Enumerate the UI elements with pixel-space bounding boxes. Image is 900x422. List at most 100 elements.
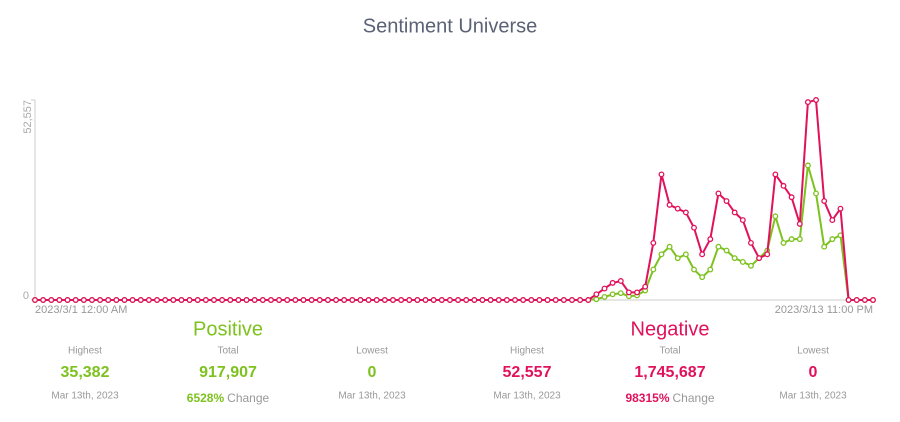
data-point: [569, 297, 575, 303]
data-point: [634, 289, 641, 296]
stat-label: Highest: [510, 346, 544, 357]
data-point: [357, 297, 364, 303]
data-point: [821, 243, 828, 250]
data-point: [349, 297, 356, 303]
data-point: [276, 297, 283, 303]
stat-date: Mar 13th, 2023: [338, 391, 406, 402]
data-point: [64, 297, 71, 303]
data-point: [617, 278, 624, 284]
data-point: [813, 97, 819, 103]
data-point: [251, 297, 258, 303]
data-point: [243, 297, 250, 303]
data-point: [503, 297, 510, 303]
data-point: [691, 266, 697, 273]
data-point: [178, 297, 185, 303]
data-point: [715, 243, 722, 250]
data-point: [772, 213, 779, 220]
series-line: [35, 98, 873, 301]
data-point: [48, 297, 55, 303]
data-point: [813, 190, 819, 197]
data-point: [398, 297, 405, 303]
x-tick-label: 2023/3/13 11:00 PM: [775, 304, 873, 316]
data-point: [324, 297, 331, 303]
data-point: [748, 262, 754, 269]
data-point: [772, 171, 779, 178]
data-point: [528, 297, 535, 303]
chart-title: Sentiment Universe: [363, 15, 538, 37]
stat-label: Highest: [68, 346, 102, 357]
data-point: [235, 297, 242, 303]
data-point: [870, 297, 876, 303]
stat-change: 98315% Change: [625, 391, 714, 405]
data-point: [723, 198, 730, 205]
data-point: [723, 247, 730, 254]
change-label: Change: [673, 391, 715, 405]
data-point: [804, 162, 811, 169]
data-point: [674, 205, 681, 212]
data-point: [72, 297, 79, 303]
data-point: [658, 251, 665, 258]
data-point: [593, 291, 600, 298]
data-point: [625, 289, 632, 296]
data-point: [162, 297, 169, 303]
data-point: [308, 297, 315, 303]
data-point: [821, 198, 828, 205]
data-point: [512, 297, 518, 303]
data-point: [601, 294, 608, 300]
data-point: [658, 171, 665, 178]
data-point: [585, 297, 592, 303]
data-point: [479, 297, 486, 303]
data-point: [682, 251, 689, 258]
data-point: [211, 297, 217, 303]
panel-title: Negative: [631, 318, 710, 340]
data-point: [617, 290, 624, 297]
data-point: [186, 297, 193, 303]
data-point: [707, 266, 714, 273]
data-point: [333, 297, 339, 303]
data-point: [829, 217, 836, 224]
stat-value: 917,907: [199, 364, 257, 381]
data-point: [666, 243, 673, 250]
data-point: [365, 297, 372, 303]
data-point: [577, 297, 584, 303]
data-point: [788, 194, 795, 201]
data-point: [487, 297, 494, 303]
data-point: [80, 297, 87, 303]
data-point: [609, 279, 616, 286]
stat-date: Mar 13th, 2023: [779, 391, 847, 402]
data-point: [642, 283, 649, 290]
data-point: [259, 297, 266, 303]
data-point: [544, 297, 551, 303]
panel-title: Positive: [193, 318, 263, 340]
data-point: [715, 190, 722, 197]
data-point: [699, 274, 706, 281]
y-tick-label: 0: [23, 290, 29, 302]
data-point: [194, 297, 201, 303]
data-point: [593, 296, 600, 303]
stat-label: Lowest: [356, 346, 388, 357]
data-point: [601, 285, 608, 292]
data-point: [471, 297, 478, 303]
data-point: [113, 297, 120, 303]
data-point: [406, 297, 413, 303]
change-percent: 6528%: [187, 391, 225, 405]
data-point: [390, 297, 396, 303]
data-point: [560, 297, 567, 303]
data-point: [699, 251, 706, 258]
stat-label: Total: [217, 346, 238, 357]
change-percent: 98315%: [625, 391, 669, 405]
data-point: [284, 297, 291, 303]
data-point: [756, 255, 763, 262]
data-point: [422, 297, 429, 303]
data-point: [691, 224, 697, 231]
data-point: [105, 297, 112, 303]
data-point: [89, 297, 95, 303]
data-point: [837, 205, 844, 212]
data-point: [137, 297, 144, 303]
data-point: [674, 255, 681, 262]
stat-date: Mar 13th, 2023: [51, 391, 119, 402]
data-point: [495, 297, 502, 303]
stat-value: 0: [368, 364, 377, 381]
data-point: [739, 258, 746, 265]
data-point: [463, 297, 470, 303]
